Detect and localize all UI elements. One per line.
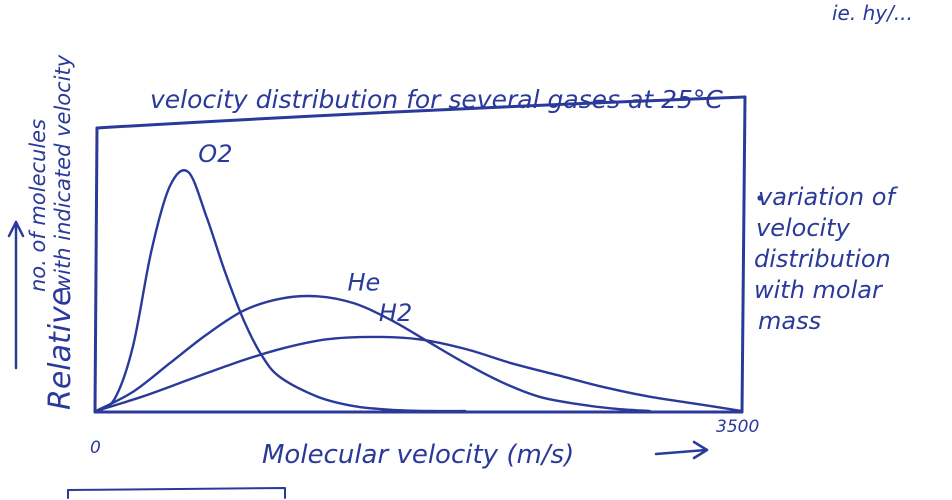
y-axis-label-line1: Relative <box>43 288 78 410</box>
x-tick-label: 3500 <box>716 417 759 437</box>
x-axis-arrow <box>654 440 709 460</box>
y-axis-label-group: Relative no. of molecules with indicated… <box>26 54 78 410</box>
stray-box-scribble <box>67 487 286 499</box>
label-layer: O2 He H2 <box>198 140 412 327</box>
tick-layer: 0 3500 <box>90 417 759 458</box>
y-axis-line <box>93 126 99 414</box>
side-note: variation of velocity distribution with mol… <box>754 183 898 335</box>
y-axis-arrow <box>7 220 25 370</box>
y-axis-label-line3: with indicated velocity <box>51 54 75 292</box>
x-tick-label: 0 <box>90 438 101 458</box>
series-line-he <box>94 294 651 413</box>
plot-frame <box>93 95 747 414</box>
corner-text: ie. hy/... <box>832 1 913 25</box>
frame-right <box>740 95 747 414</box>
series-label-o2: O2 <box>198 140 232 168</box>
side-note-text: variation of velocity distribution with mol… <box>754 183 898 335</box>
series-line-h2 <box>94 335 744 413</box>
series-line-o2 <box>94 169 467 413</box>
series-label-h2: H2 <box>379 299 412 327</box>
series-layer <box>94 169 744 413</box>
bullet-dot-icon <box>757 195 763 201</box>
y-axis-label-line2: no. of molecules <box>26 119 50 292</box>
x-axis-label: Molecular velocity (m/s) <box>262 440 574 470</box>
frame-top <box>95 95 747 130</box>
series-label-he: He <box>348 268 381 296</box>
